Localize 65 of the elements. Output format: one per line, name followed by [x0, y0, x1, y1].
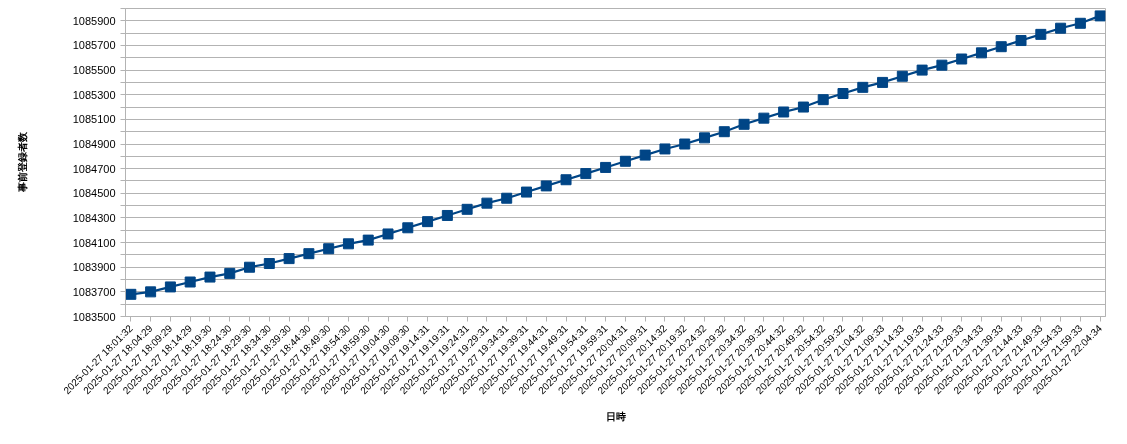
y-tick-label: 1083700 — [72, 285, 116, 298]
point — [817, 94, 829, 106]
y-tick-label: 1084100 — [72, 236, 116, 249]
y-tick-label: 1084500 — [72, 187, 116, 200]
point — [679, 138, 691, 150]
point — [580, 168, 592, 180]
point — [224, 267, 236, 279]
point — [778, 106, 790, 118]
point — [402, 222, 414, 234]
point — [699, 132, 711, 144]
y-tick-label: 1085900 — [72, 14, 116, 27]
point — [1094, 10, 1106, 22]
point — [204, 271, 216, 283]
point — [362, 234, 374, 246]
point — [1015, 35, 1027, 47]
y-tick-label: 1084900 — [72, 138, 116, 151]
point — [184, 276, 196, 288]
point — [441, 209, 453, 221]
point — [283, 253, 295, 265]
point — [125, 288, 137, 300]
y-tick-label: 1085100 — [72, 113, 116, 126]
point — [323, 243, 335, 255]
point — [382, 228, 394, 240]
point — [1074, 17, 1086, 29]
point — [758, 112, 770, 124]
point — [600, 161, 612, 173]
point — [896, 70, 908, 82]
point — [481, 197, 493, 209]
point — [342, 238, 354, 250]
point — [560, 174, 572, 186]
y-tick-label: 1083900 — [72, 261, 116, 274]
x-axis-title: 日時 — [605, 410, 626, 422]
point — [718, 126, 730, 138]
point — [995, 41, 1007, 53]
point — [422, 216, 434, 228]
point — [936, 59, 948, 71]
point — [164, 281, 176, 293]
point — [619, 155, 631, 167]
point — [738, 118, 750, 130]
point — [540, 180, 552, 192]
point — [916, 64, 928, 76]
y-tick-label: 1085500 — [72, 64, 116, 77]
point — [1055, 22, 1067, 34]
point — [1035, 28, 1047, 40]
point — [501, 192, 513, 204]
y-tick-label: 1084700 — [72, 162, 116, 175]
y-tick-label: 1084300 — [72, 211, 116, 224]
point — [857, 81, 869, 93]
point — [520, 186, 532, 198]
point — [877, 76, 889, 88]
point — [956, 53, 968, 65]
point — [244, 261, 256, 273]
point — [639, 149, 651, 161]
point — [659, 143, 671, 155]
point — [303, 248, 315, 260]
point — [837, 88, 849, 100]
y-tick-label: 1085700 — [72, 39, 116, 52]
point — [797, 101, 809, 113]
y-tick-label: 1083500 — [72, 310, 116, 323]
point — [461, 203, 473, 215]
y-axis-title: 事前登録者数 — [16, 131, 28, 194]
point — [975, 47, 987, 59]
point — [263, 258, 275, 270]
y-tick-label: 1085300 — [72, 88, 116, 101]
point — [145, 286, 157, 298]
